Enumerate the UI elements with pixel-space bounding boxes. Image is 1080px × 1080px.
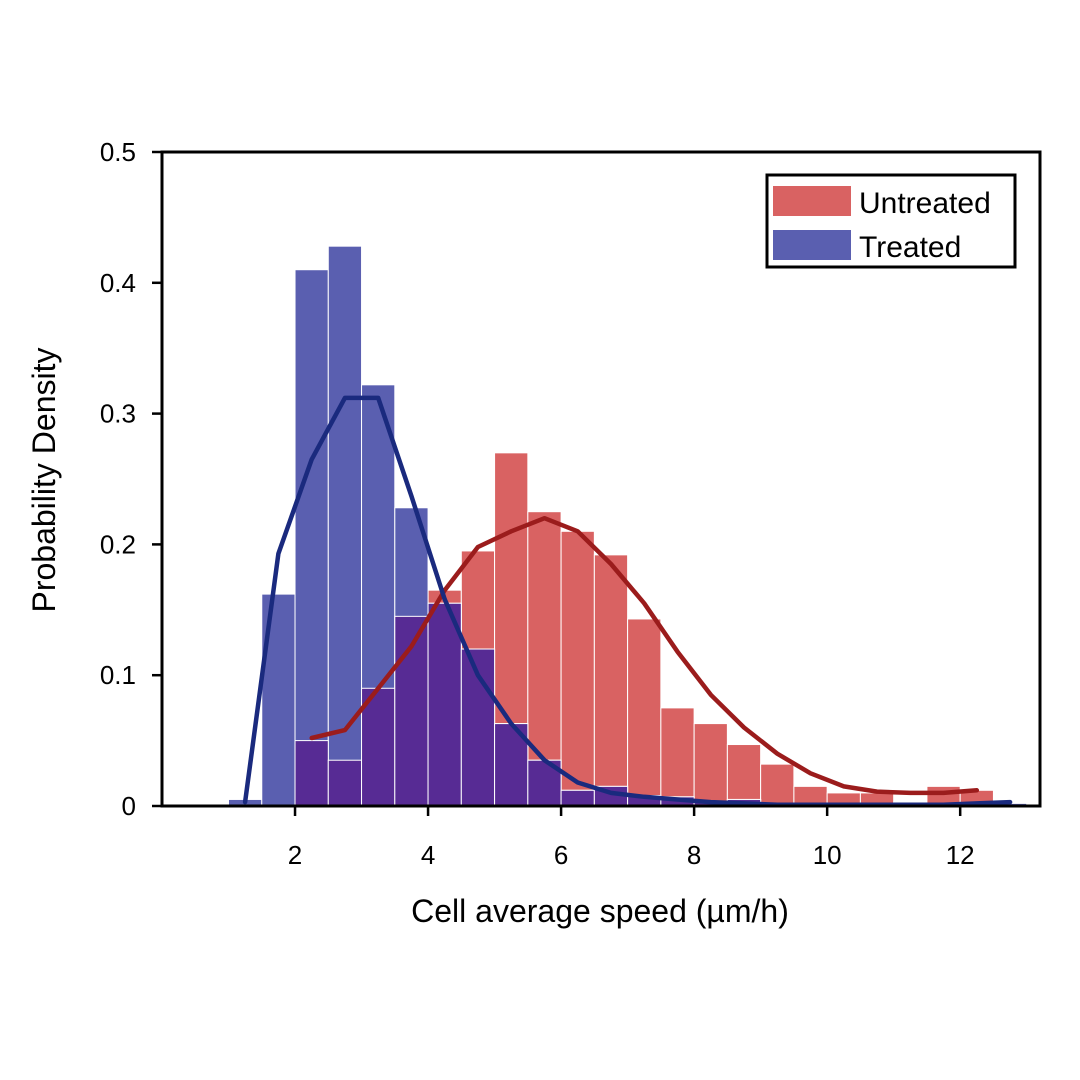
bar-untreated: [726, 744, 762, 807]
curve-untreated: [309, 515, 980, 796]
bar-overlap: [327, 759, 363, 807]
bar-treated: [327, 245, 363, 807]
bar-untreated: [760, 763, 795, 807]
x-tick-label: 2: [288, 840, 302, 870]
y-axis-title: Probability Density: [26, 348, 62, 613]
y-tick-label: 0.2: [100, 529, 136, 559]
x-tick-label: 4: [421, 840, 435, 870]
y-tick-label: 0.5: [100, 137, 136, 167]
bar-overlap: [560, 789, 595, 807]
bar-overlap: [427, 602, 462, 807]
y-tick-label: 0.1: [100, 660, 136, 690]
x-tick-label: 10: [813, 840, 842, 870]
bar-untreated: [593, 554, 629, 807]
bar-untreated: [660, 707, 695, 807]
legend: Untreated Treated: [765, 173, 1017, 269]
bar-overlap: [361, 687, 396, 807]
legend-swatch-untreated: [773, 186, 851, 216]
bar-untreated: [627, 618, 662, 807]
axes-layer: 2 4 6 8 10 12 0 0.1 0.2 0.3 0.4 0.5: [100, 137, 1042, 870]
bar-treated: [294, 269, 329, 807]
x-tick-label: 6: [554, 840, 568, 870]
x-tick-label: 12: [946, 840, 975, 870]
y-tick-label: 0: [122, 791, 136, 821]
bar-untreated: [693, 723, 728, 807]
plot-frame: [160, 150, 1042, 808]
legend-swatch-treated: [773, 230, 851, 260]
y-tick-label: 0.4: [100, 268, 136, 298]
bar-overlap: [294, 740, 329, 807]
x-axis-title: Cell average speed (µm/h): [411, 893, 789, 929]
legend-label-untreated: Untreated: [859, 187, 991, 220]
x-tick-label: 8: [687, 840, 701, 870]
y-tick-label: 0.3: [100, 399, 136, 429]
bar-untreated: [560, 530, 595, 807]
legend-label-treated: Treated: [859, 231, 961, 264]
